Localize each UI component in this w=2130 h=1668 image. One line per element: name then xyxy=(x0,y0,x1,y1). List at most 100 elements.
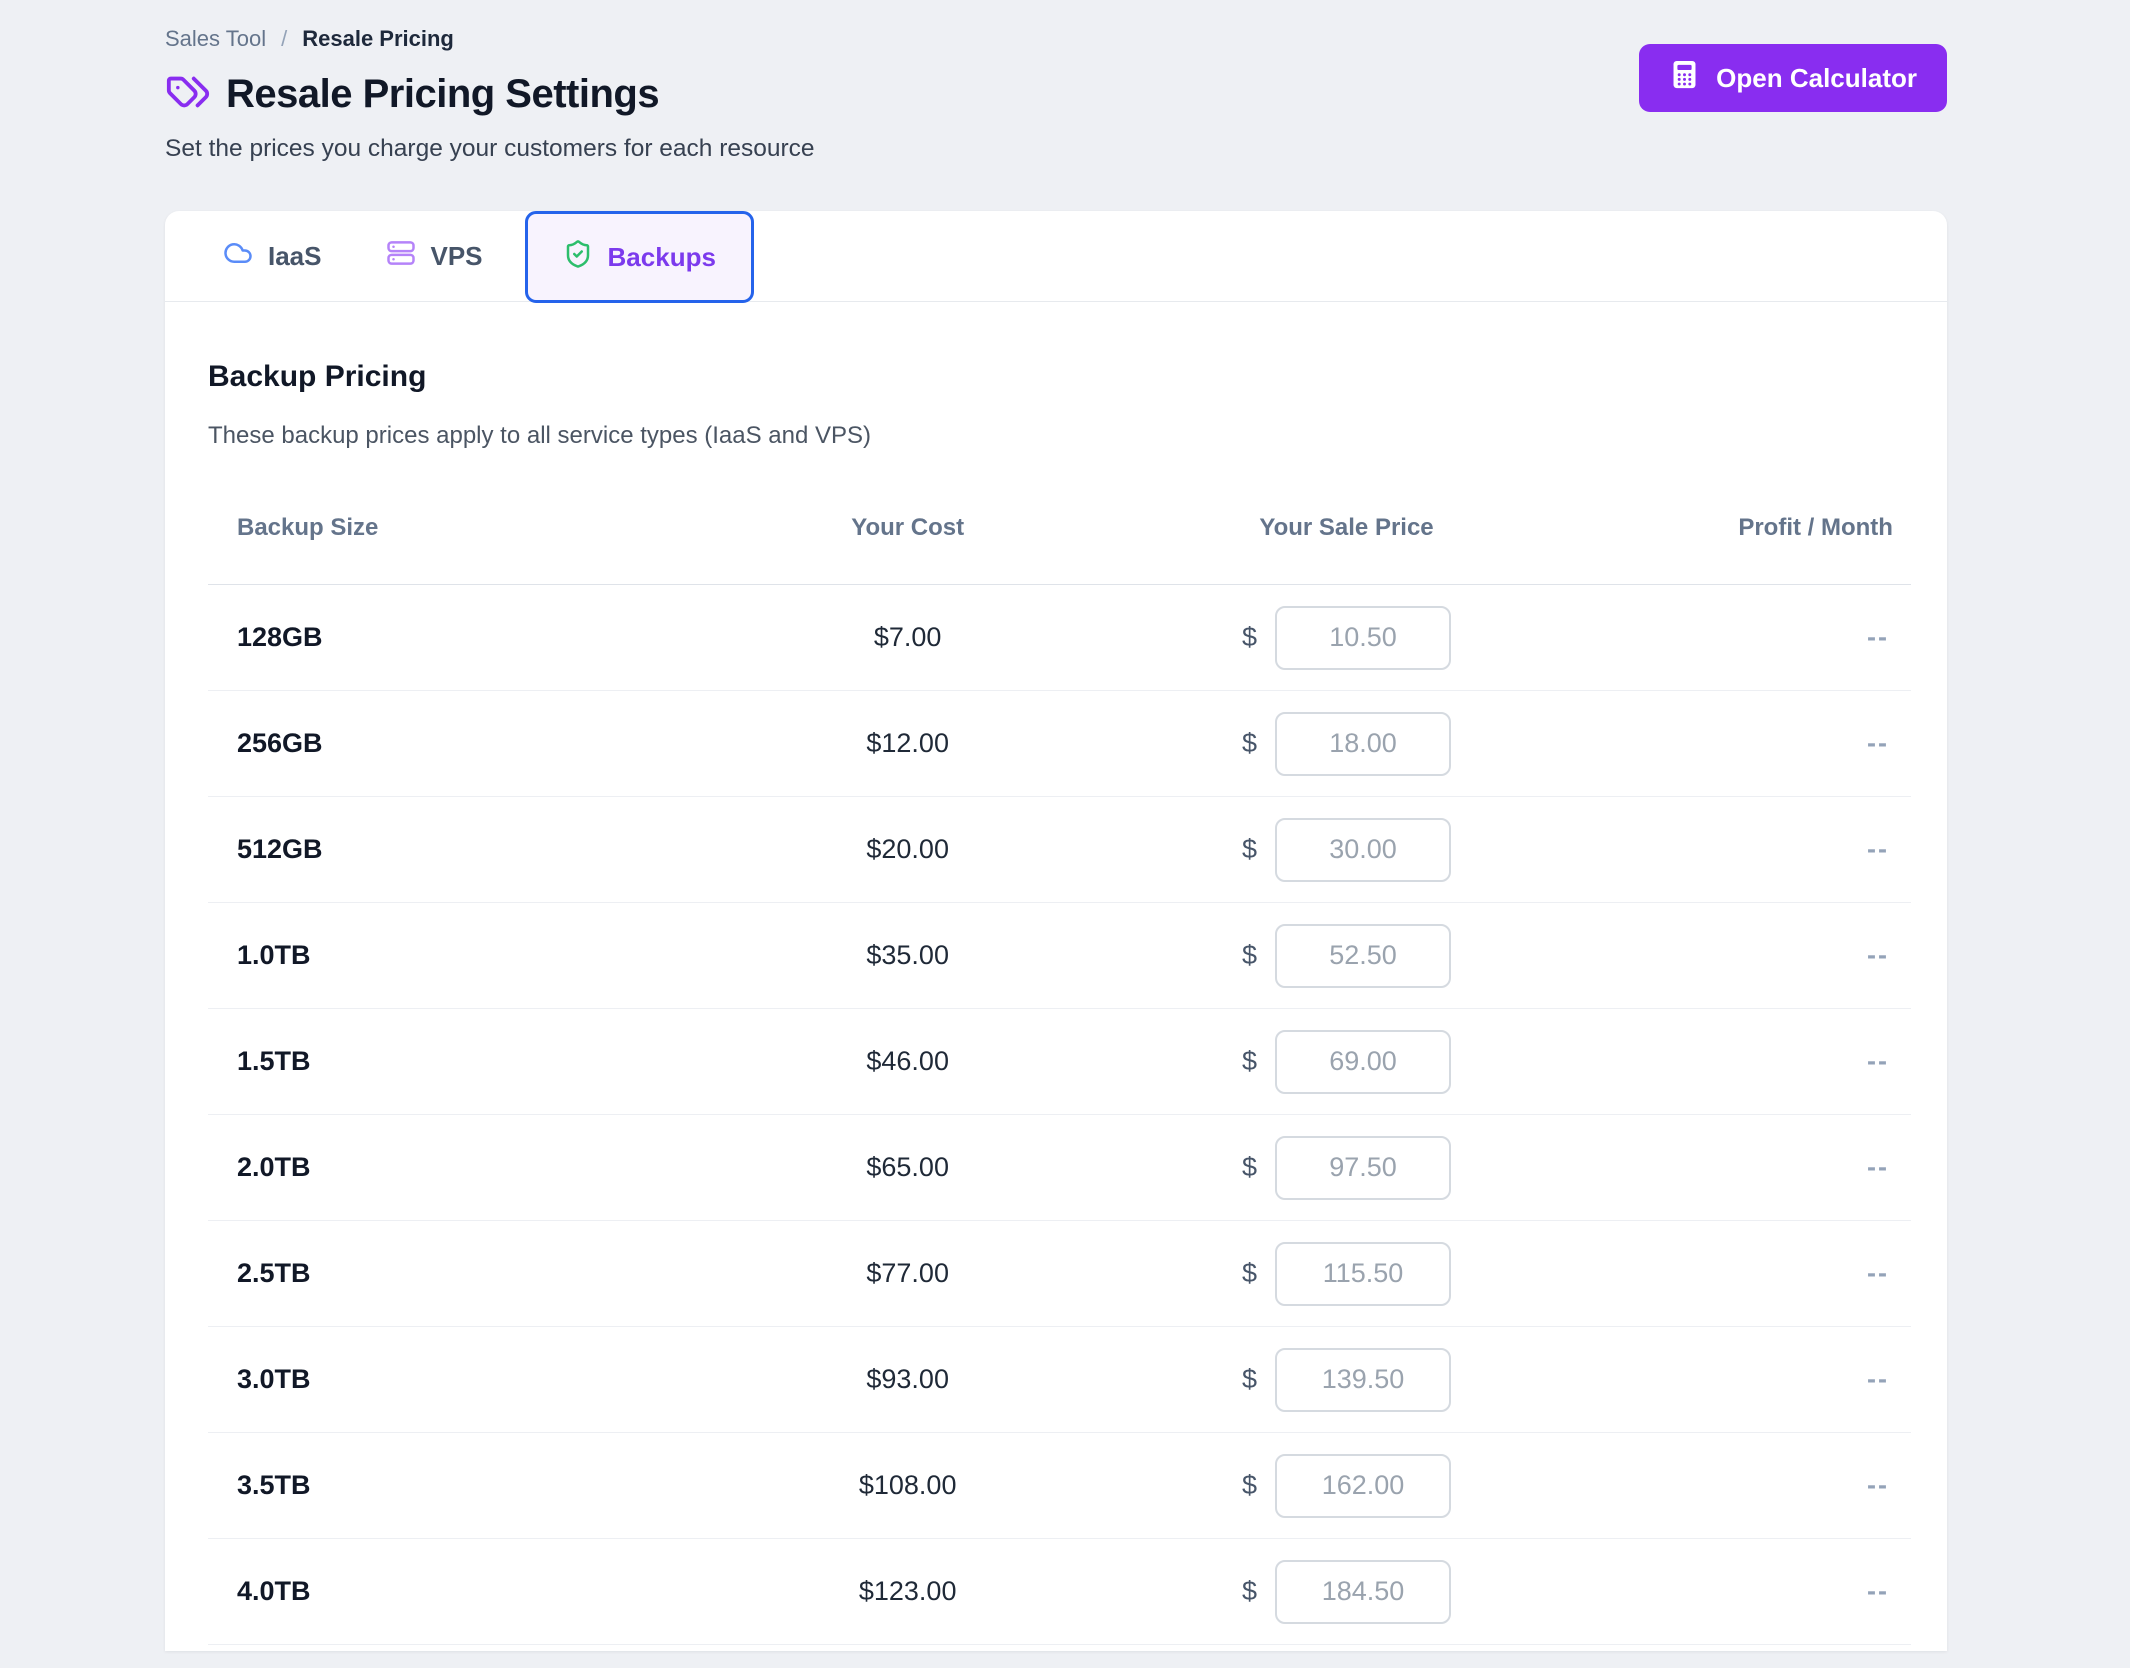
tab-vps[interactable]: VPS xyxy=(354,211,515,301)
backup-size: 3.0TB xyxy=(237,1364,311,1394)
sale-price-input[interactable] xyxy=(1275,1559,1452,1624)
backup-size: 3.5TB xyxy=(237,1470,311,1500)
currency-symbol: $ xyxy=(1241,1258,1258,1288)
your-cost: $77.00 xyxy=(866,1258,949,1288)
column-header-your-cost: Your Cost xyxy=(851,514,965,541)
server-icon xyxy=(386,238,416,275)
sale-price-cell: $ xyxy=(1115,711,1579,776)
shield-check-icon xyxy=(563,239,593,276)
table-row: 2.5TB $77.00 $ -- xyxy=(208,1221,1911,1327)
sale-price-input[interactable] xyxy=(1275,1453,1452,1518)
pricing-table-body: 128GB $7.00 $ -- 256GB $12.00 $ -- 512GB… xyxy=(208,585,1911,1645)
page-subtitle: Set the prices you charge your customers… xyxy=(165,135,815,162)
backup-size: 1.5TB xyxy=(237,1046,311,1076)
sale-price-input[interactable] xyxy=(1275,711,1452,776)
sale-price-cell: $ xyxy=(1115,1453,1579,1518)
sale-price-input[interactable] xyxy=(1275,1029,1452,1094)
table-row: 3.5TB $108.00 $ -- xyxy=(208,1433,1911,1539)
pricing-card: IaaS VPS xyxy=(165,211,1947,1651)
sale-price-input[interactable] xyxy=(1275,817,1452,882)
sale-price-cell: $ xyxy=(1115,1241,1579,1306)
profit-value: -- xyxy=(1866,1576,1889,1606)
breadcrumb-separator: / xyxy=(281,26,288,51)
profit-value: -- xyxy=(1866,1258,1889,1288)
currency-symbol: $ xyxy=(1241,728,1258,758)
backup-size: 128GB xyxy=(237,622,323,652)
page: Sales Tool / Resale Pricing Resale Prici… xyxy=(165,0,1947,1651)
your-cost: $93.00 xyxy=(866,1364,949,1394)
profit-value: -- xyxy=(1866,728,1889,758)
your-cost: $123.00 xyxy=(858,1576,957,1606)
tab-backups[interactable]: Backups xyxy=(524,211,754,303)
column-header-profit: Profit / Month xyxy=(1738,514,1893,541)
tab-vps-label: VPS xyxy=(430,240,483,271)
currency-symbol: $ xyxy=(1241,1576,1258,1606)
your-cost: $12.00 xyxy=(866,728,949,758)
your-cost: $65.00 xyxy=(866,1152,949,1182)
column-header-backup-size: Backup Size xyxy=(237,514,379,541)
breadcrumb-root[interactable]: Sales Tool xyxy=(165,26,267,51)
column-header-sale-price: Your Sale Price xyxy=(1259,514,1434,541)
your-cost: $108.00 xyxy=(858,1470,957,1500)
tab-backups-label: Backups xyxy=(607,241,716,272)
table-row: 3.0TB $93.00 $ -- xyxy=(208,1327,1911,1433)
page-title: Resale Pricing Settings xyxy=(226,72,660,116)
table-row: 512GB $20.00 $ -- xyxy=(208,797,1911,903)
profit-value: -- xyxy=(1866,940,1889,970)
tags-icon xyxy=(165,69,211,120)
backup-size: 2.5TB xyxy=(237,1258,311,1288)
open-calculator-label: Open Calculator xyxy=(1716,62,1917,93)
sale-price-input[interactable] xyxy=(1275,605,1452,670)
sale-price-cell: $ xyxy=(1115,1029,1579,1094)
page-header: Sales Tool / Resale Pricing Resale Prici… xyxy=(165,0,1947,163)
your-cost: $20.00 xyxy=(866,834,949,864)
sale-price-cell: $ xyxy=(1115,923,1579,988)
sale-price-cell: $ xyxy=(1115,1135,1579,1200)
your-cost: $7.00 xyxy=(873,622,942,652)
profit-value: -- xyxy=(1866,1046,1889,1076)
tab-iaas[interactable]: IaaS xyxy=(191,211,354,301)
profit-value: -- xyxy=(1866,622,1889,652)
cloud-icon xyxy=(223,238,253,275)
breadcrumb: Sales Tool / Resale Pricing xyxy=(165,26,1947,52)
section-title: Backup Pricing xyxy=(208,360,427,393)
tab-content: Backup Pricing These backup prices apply… xyxy=(165,302,1947,1645)
table-row: 1.5TB $46.00 $ -- xyxy=(208,1009,1911,1115)
table-row: 2.0TB $65.00 $ -- xyxy=(208,1115,1911,1221)
currency-symbol: $ xyxy=(1241,834,1258,864)
sale-price-input[interactable] xyxy=(1275,1241,1452,1306)
tab-iaas-label: IaaS xyxy=(268,240,322,271)
table-row: 1.0TB $35.00 $ -- xyxy=(208,903,1911,1009)
currency-symbol: $ xyxy=(1241,940,1258,970)
profit-value: -- xyxy=(1866,1152,1889,1182)
sale-price-cell: $ xyxy=(1115,817,1579,882)
currency-symbol: $ xyxy=(1241,1046,1258,1076)
profit-value: -- xyxy=(1866,1364,1889,1394)
currency-symbol: $ xyxy=(1241,622,1258,652)
section-description: These backup prices apply to all service… xyxy=(208,422,871,449)
sale-price-input[interactable] xyxy=(1275,1347,1452,1412)
your-cost: $35.00 xyxy=(866,940,949,970)
backup-size: 2.0TB xyxy=(237,1152,311,1182)
sale-price-input[interactable] xyxy=(1275,923,1452,988)
currency-symbol: $ xyxy=(1241,1364,1258,1394)
sale-price-input[interactable] xyxy=(1275,1135,1452,1200)
sale-price-cell: $ xyxy=(1115,1347,1579,1412)
sale-price-cell: $ xyxy=(1115,605,1579,670)
pricing-table: Backup Size Your Cost Your Sale Price Pr… xyxy=(208,484,1911,1645)
tabbar: IaaS VPS xyxy=(165,211,1947,303)
profit-value: -- xyxy=(1866,1470,1889,1500)
profit-value: -- xyxy=(1866,834,1889,864)
title-row: Resale Pricing Settings xyxy=(165,69,1947,120)
table-header-row: Backup Size Your Cost Your Sale Price Pr… xyxy=(208,484,1911,585)
currency-symbol: $ xyxy=(1241,1152,1258,1182)
your-cost: $46.00 xyxy=(866,1046,949,1076)
table-row: 128GB $7.00 $ -- xyxy=(208,585,1911,691)
breadcrumb-current: Resale Pricing xyxy=(302,26,454,51)
calculator-icon xyxy=(1669,59,1700,97)
backup-size: 1.0TB xyxy=(237,940,311,970)
backup-size: 4.0TB xyxy=(237,1576,311,1606)
table-row: 256GB $12.00 $ -- xyxy=(208,691,1911,797)
open-calculator-button[interactable]: Open Calculator xyxy=(1639,44,1947,112)
currency-symbol: $ xyxy=(1241,1470,1258,1500)
